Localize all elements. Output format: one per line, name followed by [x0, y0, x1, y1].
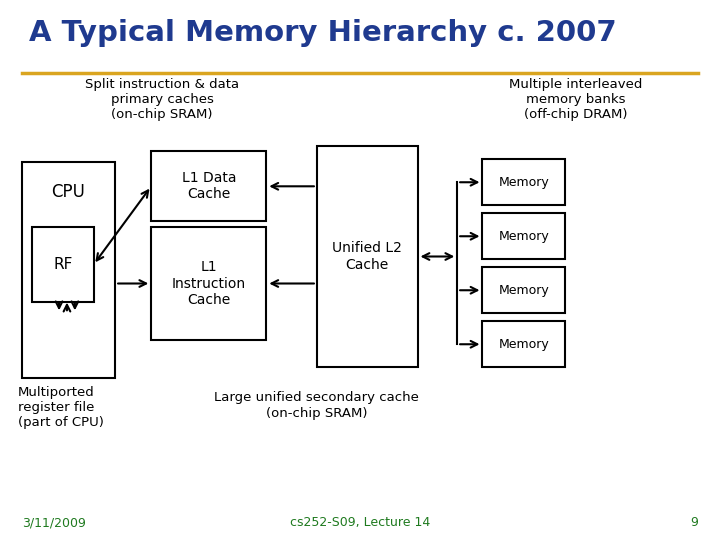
- Text: A Typical Memory Hierarchy c. 2007: A Typical Memory Hierarchy c. 2007: [29, 19, 616, 47]
- Text: Unified L2
Cache: Unified L2 Cache: [332, 241, 402, 272]
- Text: Large unified secondary cache
(on-chip SRAM): Large unified secondary cache (on-chip S…: [215, 392, 419, 420]
- Text: Split instruction & data
primary caches
(on-chip SRAM): Split instruction & data primary caches …: [85, 78, 239, 122]
- Text: Memory: Memory: [498, 284, 549, 297]
- Text: Memory: Memory: [498, 338, 549, 351]
- Text: 3/11/2009: 3/11/2009: [22, 516, 86, 529]
- Bar: [482, 321, 565, 367]
- Text: Memory: Memory: [498, 230, 549, 243]
- Bar: [22, 162, 115, 378]
- Text: RF: RF: [53, 257, 73, 272]
- Text: Multiported
register file
(part of CPU): Multiported register file (part of CPU): [18, 386, 104, 429]
- Text: Memory: Memory: [498, 176, 549, 189]
- Text: L1 Data
Cache: L1 Data Cache: [181, 171, 236, 201]
- Text: 9: 9: [690, 516, 698, 529]
- Text: cs252-S09, Lecture 14: cs252-S09, Lecture 14: [290, 516, 430, 529]
- Bar: [317, 146, 418, 367]
- Text: Multiple interleaved
memory banks
(off-chip DRAM): Multiple interleaved memory banks (off-c…: [509, 78, 643, 122]
- Bar: [482, 213, 565, 259]
- Bar: [151, 227, 266, 340]
- Bar: [32, 227, 94, 302]
- Bar: [482, 267, 565, 313]
- Text: CPU: CPU: [51, 183, 86, 201]
- Text: L1
Instruction
Cache: L1 Instruction Cache: [172, 260, 246, 307]
- Bar: [482, 159, 565, 205]
- Bar: [151, 151, 266, 221]
